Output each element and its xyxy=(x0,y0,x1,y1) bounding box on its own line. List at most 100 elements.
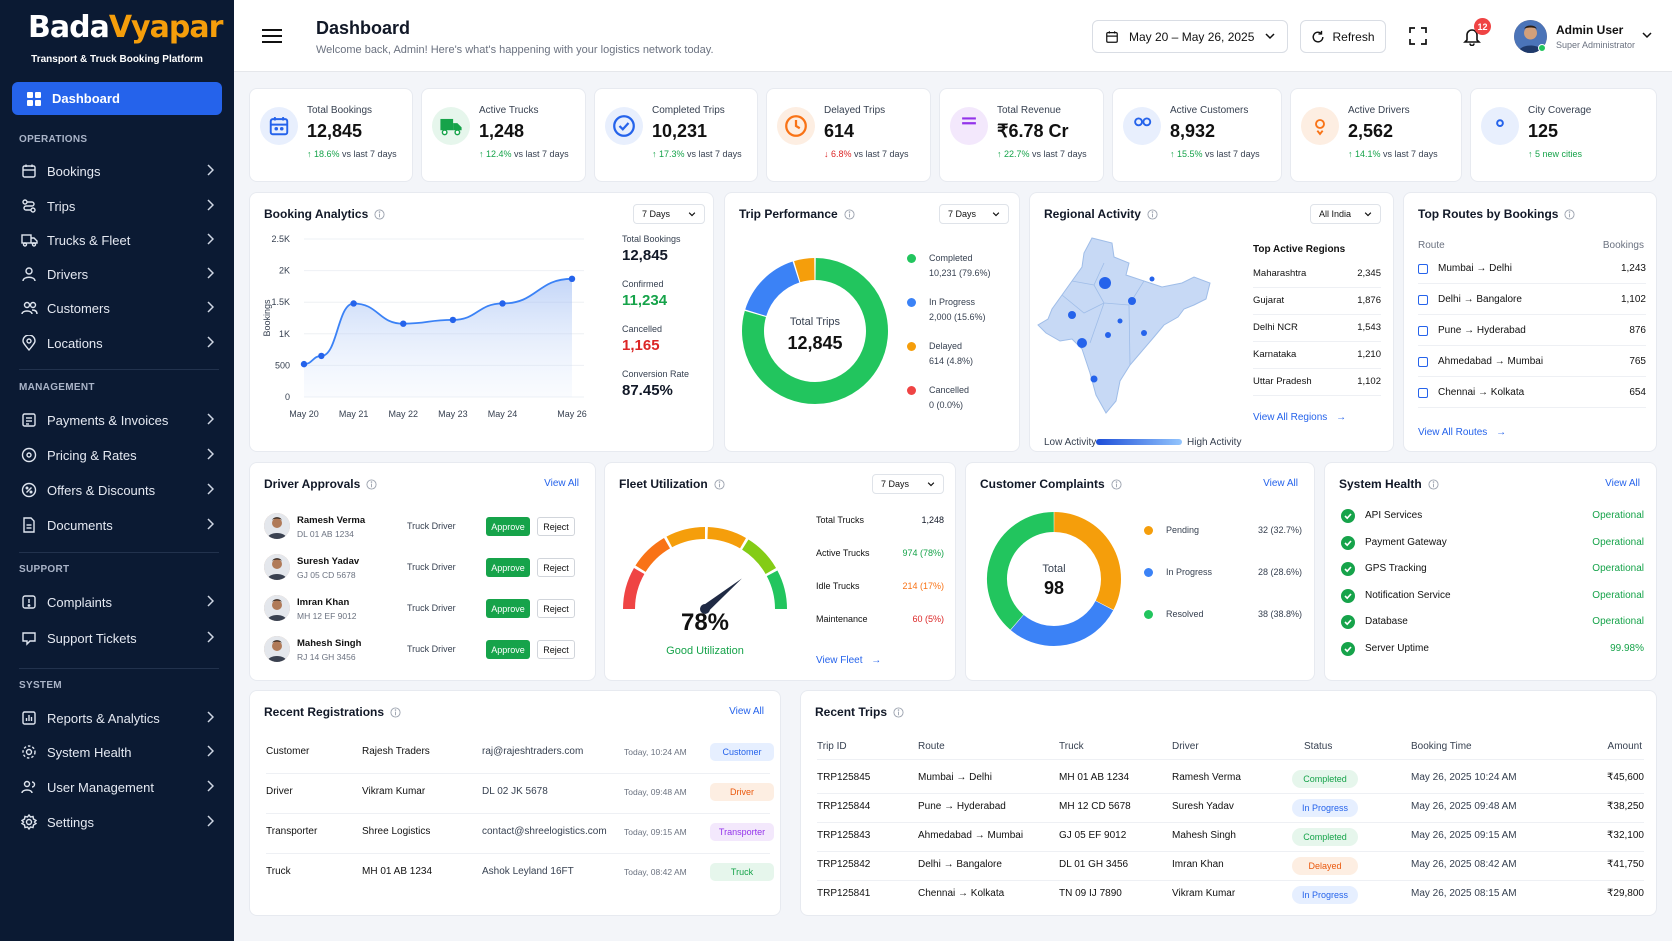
map-marker[interactable] xyxy=(1090,375,1098,383)
health-row[interactable]: GPS Tracking Operational xyxy=(1341,562,1644,580)
reject-button[interactable]: Reject xyxy=(537,558,575,577)
sidebar-item-user-management[interactable]: User Management xyxy=(20,772,220,802)
sidebar-item-bookings[interactable]: Bookings xyxy=(20,156,220,186)
view-all-link[interactable]: View All xyxy=(1263,478,1298,489)
donut-segment[interactable] xyxy=(1053,512,1121,610)
info-icon[interactable] xyxy=(390,706,401,718)
table-row[interactable]: TRP125844 Pune → Hyderabad MH 12 CD 5678 Su… xyxy=(801,796,1658,823)
registration-row[interactable]: Truck MH 01 AB 1234 Ashok Leyland 16FT Toda… xyxy=(266,860,774,888)
range-dropdown[interactable]: 7 Days xyxy=(633,204,705,224)
table-row[interactable]: TRP125845 Mumbai → Delhi MH 01 AB 1234 Rame… xyxy=(801,767,1658,794)
brand-logo[interactable]: BadaVyapar xyxy=(28,10,223,45)
view-fleet-link[interactable]: View Fleet → xyxy=(816,655,882,666)
route-row[interactable]: Chennai → Kolkata 654 xyxy=(1418,385,1646,408)
health-row[interactable]: Database Operational xyxy=(1341,615,1644,633)
table-row[interactable]: TRP125843 Ahmedabad → Mumbai GJ 05 EF 9012… xyxy=(801,825,1658,852)
stat-card[interactable]: City Coverage 125 ↑ 5 new cities xyxy=(1470,88,1657,182)
sidebar-item-payments-invoices[interactable]: Payments & Invoices xyxy=(20,405,220,435)
sidebar-item-support-tickets[interactable]: Support Tickets xyxy=(20,623,220,653)
stat-card[interactable]: Total Bookings 12,845 ↑ 18.6% vs last 7 da… xyxy=(249,88,413,182)
column-header[interactable]: Amount xyxy=(1607,741,1642,752)
view-all-link[interactable]: View All xyxy=(729,706,764,717)
health-row[interactable]: Server Uptime 99.98% xyxy=(1341,641,1644,660)
range-dropdown[interactable]: 7 Days xyxy=(939,204,1009,224)
sidebar-item-locations[interactable]: Locations xyxy=(20,328,220,358)
registration-row[interactable]: Driver Vikram Kumar DL 02 JK 5678 Today, 09… xyxy=(266,780,774,814)
info-icon[interactable] xyxy=(1564,208,1575,220)
map-marker[interactable] xyxy=(1117,318,1123,324)
column-header[interactable]: Status xyxy=(1304,741,1333,752)
sidebar-item-trucks-fleet[interactable]: Trucks & Fleet xyxy=(20,225,220,255)
refresh-button[interactable]: Refresh xyxy=(1300,20,1386,53)
view-all-routes-link[interactable]: View All Routes → xyxy=(1418,427,1507,438)
date-range-picker[interactable]: May 20 – May 26, 2025 xyxy=(1092,20,1288,53)
range-dropdown[interactable]: 7 Days xyxy=(872,474,944,494)
health-row[interactable]: Payment Gateway Operational xyxy=(1341,535,1644,554)
info-icon[interactable] xyxy=(374,208,385,220)
column-header[interactable]: Booking Time xyxy=(1411,741,1472,752)
stat-card[interactable]: Delayed Trips 614 ↓ 6.8% vs last 7 days xyxy=(766,88,931,182)
map-marker[interactable] xyxy=(1099,277,1111,289)
fullscreen-icon[interactable] xyxy=(1409,27,1427,45)
info-icon[interactable] xyxy=(1147,208,1158,220)
region-row[interactable]: Uttar Pradesh 1,102 xyxy=(1253,373,1381,396)
sidebar-item-drivers[interactable]: Drivers xyxy=(20,259,220,289)
info-icon[interactable] xyxy=(1111,478,1122,490)
sidebar-item-offers-discounts[interactable]: Offers & Discounts xyxy=(20,475,220,505)
info-icon[interactable] xyxy=(844,208,855,220)
sidebar-item-system-health[interactable]: System Health xyxy=(20,737,220,767)
map-marker[interactable] xyxy=(1149,276,1155,282)
health-row[interactable]: API Services Operational xyxy=(1341,509,1644,527)
map-marker[interactable] xyxy=(1105,332,1111,338)
data-point[interactable] xyxy=(568,275,576,283)
map-marker[interactable] xyxy=(1141,330,1147,336)
data-point[interactable] xyxy=(350,300,357,307)
stat-card[interactable]: Active Trucks 1,248 ↑ 12.4% vs last 7 days xyxy=(421,88,586,182)
data-point[interactable] xyxy=(300,360,308,368)
info-icon[interactable] xyxy=(893,706,904,718)
legend-item[interactable]: In Progress 28 (28.6%) xyxy=(1144,566,1302,580)
route-row[interactable]: Pune → Hyderabad 876 xyxy=(1418,323,1646,346)
table-row[interactable]: TRP125841 Chennai → Kolkata TN 09 IJ 7890 V… xyxy=(801,883,1658,907)
hamburger-menu-icon[interactable] xyxy=(262,28,282,44)
donut-segment[interactable] xyxy=(742,258,888,404)
column-header[interactable]: Driver xyxy=(1172,741,1199,752)
india-map[interactable] xyxy=(1034,233,1224,423)
view-all-regions-link[interactable]: View All Regions → xyxy=(1253,412,1347,423)
info-icon[interactable] xyxy=(714,478,725,490)
stat-card[interactable]: Total Revenue ₹6.78 Cr ↑ 22.7% vs last 7 d… xyxy=(939,88,1104,182)
approve-button[interactable]: Approve xyxy=(486,640,530,659)
region-filter-dropdown[interactable]: All India xyxy=(1310,204,1381,224)
sidebar-item-pricing-rates[interactable]: Pricing & Rates xyxy=(20,440,220,470)
column-header[interactable]: Truck xyxy=(1059,741,1084,752)
info-icon[interactable] xyxy=(1428,478,1439,490)
registration-row[interactable]: Transporter Shree Logistics contact@shreel… xyxy=(266,820,774,854)
donut-segment[interactable] xyxy=(987,512,1055,630)
data-point[interactable] xyxy=(499,300,506,307)
chevron-down-icon[interactable] xyxy=(1642,32,1652,39)
sidebar-item-reports-analytics[interactable]: Reports & Analytics xyxy=(20,703,220,733)
info-icon[interactable] xyxy=(366,478,377,490)
stat-card[interactable]: Active Customers 8,932 ↑ 15.5% vs last 7 d… xyxy=(1112,88,1282,182)
map-marker[interactable] xyxy=(1128,297,1136,305)
region-row[interactable]: Gujarat 1,876 xyxy=(1253,292,1381,315)
approve-button[interactable]: Approve xyxy=(486,558,530,577)
stat-card[interactable]: Completed Trips 10,231 ↑ 17.3% vs last 7 d… xyxy=(594,88,758,182)
legend-item[interactable]: Pending 32 (32.7%) xyxy=(1144,524,1302,538)
donut-segment[interactable] xyxy=(1010,600,1114,646)
reject-button[interactable]: Reject xyxy=(537,599,575,618)
region-row[interactable]: Maharashtra 2,345 xyxy=(1253,265,1381,288)
legend-item[interactable]: Resolved 38 (38.8%) xyxy=(1144,608,1302,622)
map-marker[interactable] xyxy=(1077,338,1087,348)
sidebar-item-settings[interactable]: Settings xyxy=(20,807,220,837)
route-row[interactable]: Ahmedabad → Mumbai 765 xyxy=(1418,354,1646,377)
region-row[interactable]: Delhi NCR 1,543 xyxy=(1253,319,1381,342)
column-header[interactable]: Route xyxy=(918,741,945,752)
reject-button[interactable]: Reject xyxy=(537,640,575,659)
sidebar-item-customers[interactable]: Customers xyxy=(20,293,220,323)
sidebar-item-trips[interactable]: Trips xyxy=(20,191,220,221)
table-row[interactable]: TRP125842 Delhi → Bangalore DL 01 GH 3456 I… xyxy=(801,854,1658,881)
sidebar-item-complaints[interactable]: Complaints xyxy=(20,587,220,617)
map-marker[interactable] xyxy=(1068,311,1076,319)
route-row[interactable]: Mumbai → Delhi 1,243 xyxy=(1418,261,1646,284)
